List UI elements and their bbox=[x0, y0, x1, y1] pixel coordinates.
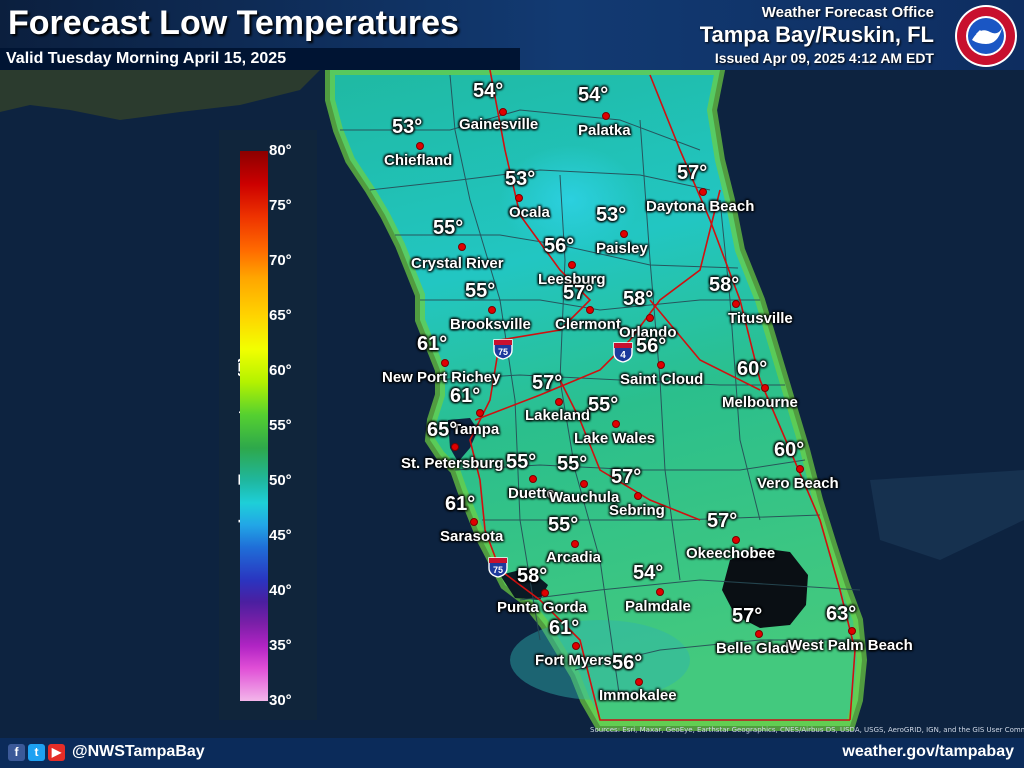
legend-tick: 40° bbox=[269, 582, 292, 599]
florida-landmass bbox=[325, 70, 868, 731]
florida-map bbox=[0, 70, 1024, 738]
legend-tick: 65° bbox=[269, 307, 292, 324]
office-location: Tampa Bay/Ruskin, FL bbox=[699, 22, 934, 47]
map-area[interactable] bbox=[0, 70, 1024, 738]
legend-tick: 30° bbox=[269, 692, 292, 709]
social-icons: f t ▶ bbox=[8, 744, 65, 761]
twitter-icon[interactable]: t bbox=[28, 744, 45, 761]
nws-logo-icon bbox=[955, 5, 1017, 67]
valid-time: Valid Tuesday Morning April 15, 2025 bbox=[0, 48, 520, 70]
interstate-75-shield-south-icon: 75 bbox=[488, 557, 508, 578]
office-label: Weather Forecast Office bbox=[761, 4, 934, 21]
interstate-4-shield-icon: 4 bbox=[613, 342, 633, 363]
legend-tick: 70° bbox=[269, 252, 292, 269]
interstate-95-route bbox=[649, 74, 856, 721]
shield-75-south-label: 75 bbox=[493, 565, 503, 575]
facebook-icon[interactable]: f bbox=[8, 744, 25, 761]
social-handle[interactable]: @NWSTampaBay bbox=[72, 743, 205, 760]
youtube-icon[interactable]: ▶ bbox=[48, 744, 65, 761]
issued-time: Issued Apr 09, 2025 4:12 AM EDT bbox=[714, 50, 934, 66]
legend-tick: 45° bbox=[269, 527, 292, 544]
temperature-legend: Low Temperature (F) 80° 75° 70° 65° 60° … bbox=[219, 130, 317, 720]
legend-tick: 60° bbox=[269, 362, 292, 379]
tampa-bay bbox=[448, 418, 478, 462]
map-title: Forecast Low Temperatures bbox=[8, 4, 459, 42]
legend-color-bar bbox=[240, 151, 268, 701]
legend-tick: 35° bbox=[269, 637, 292, 654]
legend-tick: 75° bbox=[269, 197, 292, 214]
legend-tick: 80° bbox=[269, 142, 292, 159]
legend-tick: 55° bbox=[269, 417, 292, 434]
office-info: Weather Forecast Office Tampa Bay/Ruskin… bbox=[700, 4, 934, 66]
lake-okeechobee bbox=[722, 548, 808, 628]
website-link[interactable]: weather.gov/tampabay bbox=[842, 743, 1014, 760]
legend-tick: 50° bbox=[269, 472, 292, 489]
interstate-75-route bbox=[469, 70, 850, 721]
header-bar: Forecast Low Temperatures Valid Tuesday … bbox=[0, 0, 1024, 70]
shield-75-label: 75 bbox=[498, 347, 508, 357]
interstate-75-shield-icon: 75 bbox=[493, 339, 513, 360]
interstate-4-route bbox=[474, 189, 721, 421]
map-attribution: Sources: Esri, Maxar, GeoEye, Earthstar … bbox=[590, 726, 1024, 734]
footer-bar: f t ▶ @NWSTampaBay weather.gov/tampabay bbox=[0, 738, 1024, 768]
shield-4-label: 4 bbox=[620, 350, 626, 361]
